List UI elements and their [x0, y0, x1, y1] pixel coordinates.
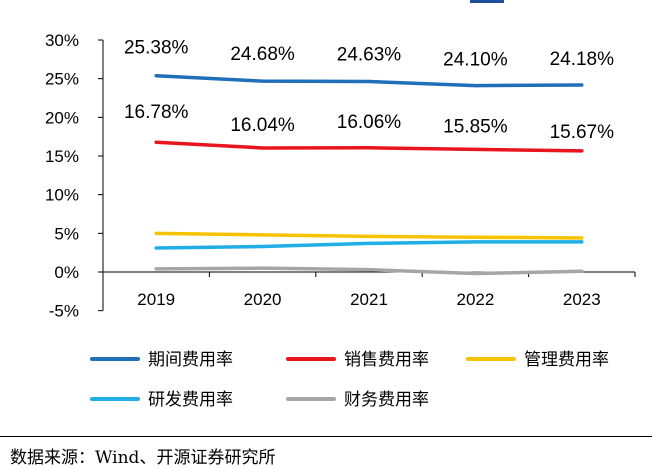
data-label: 15.67%	[550, 122, 615, 143]
series-line-3	[154, 240, 584, 250]
header-accent	[470, 0, 504, 3]
y-tick-label: 0%	[54, 263, 79, 282]
line-chart: 30% 25% 20% 15% 10% 5% 0% -5% 2019 2020 2021 2022 20…	[45, 31, 636, 410]
source-divider	[0, 436, 652, 437]
series-lines	[154, 73, 584, 276]
legend-label: 销售费用率	[344, 350, 429, 370]
y-tick-label: 20%	[45, 108, 79, 127]
y-tick-label: 25%	[45, 70, 79, 89]
series-line-4	[154, 266, 584, 276]
data-label: 25.38%	[124, 38, 189, 59]
data-label: 24.10%	[443, 50, 508, 71]
x-tick-label: 2021	[350, 290, 388, 309]
y-tick-label: 5%	[54, 224, 79, 243]
legend-label: 管理费用率	[524, 350, 609, 370]
data-label: 24.63%	[337, 45, 402, 66]
top-rule	[0, 0, 652, 3]
series-line-2	[154, 231, 584, 240]
legend-label: 财务费用率	[344, 390, 429, 410]
data-label: 16.04%	[230, 115, 295, 136]
data-label: 24.68%	[230, 44, 295, 65]
data-label: 15.85%	[443, 116, 508, 137]
axes: 30% 25% 20% 15% 10% 5% 0% -5% 2019 2020 2021 2022 20…	[45, 31, 636, 321]
legend-label: 研发费用率	[148, 390, 233, 410]
data-label: 24.18%	[550, 49, 615, 70]
data-label: 16.78%	[124, 102, 189, 123]
x-tick-label: 2020	[244, 290, 282, 309]
source-note: 数据来源：Wind、开源证券研究所	[10, 448, 276, 468]
y-tick-label: -5%	[49, 302, 79, 321]
x-tick-label: 2019	[137, 290, 175, 309]
data-labels: 25.38% 24.68% 24.63% 24.10% 24.18% 16.78% 16.0…	[124, 38, 614, 143]
x-tick-label: 2022	[456, 290, 494, 309]
y-tick-label: 10%	[45, 186, 79, 205]
series-line-1	[154, 140, 584, 153]
legend-label: 期间费用率	[148, 350, 233, 370]
data-label: 16.06%	[337, 112, 402, 133]
series-line-0	[154, 73, 584, 88]
x-tick-label: 2023	[563, 290, 601, 309]
y-tick-label: 30%	[45, 31, 79, 50]
y-tick-label: 15%	[45, 147, 79, 166]
